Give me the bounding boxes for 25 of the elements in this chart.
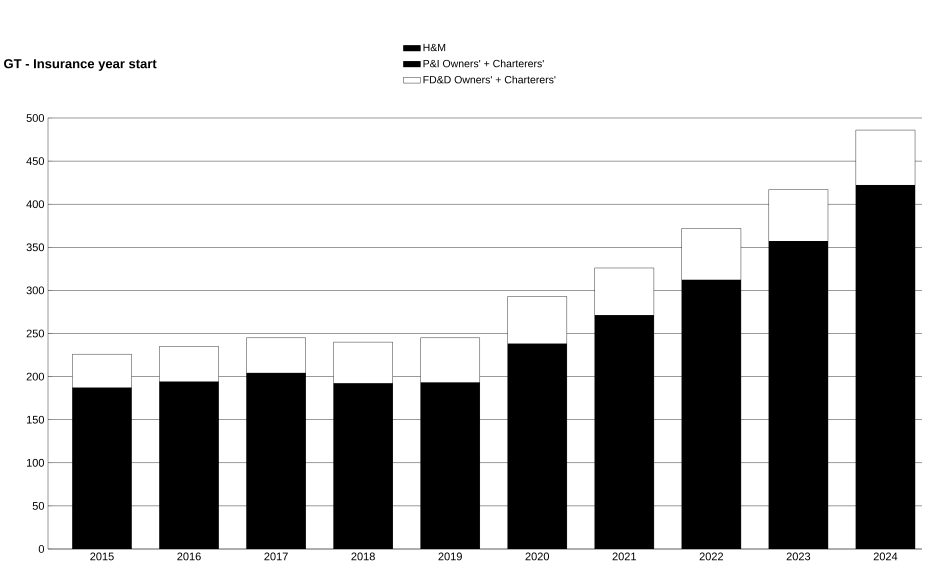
chart-title: GT - Insurance year start xyxy=(4,59,157,71)
x-tick-label: 2023 xyxy=(786,552,810,560)
y-tick-label: 350 xyxy=(26,243,44,252)
legend-label: H&M xyxy=(424,44,446,52)
x-tick-label: 2015 xyxy=(90,552,114,560)
x-tick-label: 2022 xyxy=(700,552,724,560)
x-tick-label: 2019 xyxy=(438,552,462,560)
y-tick-label: 450 xyxy=(26,157,44,165)
x-tick-label: 2020 xyxy=(526,552,550,560)
y-tick-label: 250 xyxy=(26,330,44,338)
x-tick-label: 2018 xyxy=(351,552,375,560)
y-tick-label: 150 xyxy=(26,416,44,424)
x-tick-label: 2016 xyxy=(177,552,201,560)
y-tick-label: 100 xyxy=(26,458,44,467)
y-tick-label: 400 xyxy=(26,200,44,208)
y-tick-label: 50 xyxy=(32,502,44,510)
y-tick-label: 300 xyxy=(26,286,44,294)
legend-label: FD&D Owners' + Charterers' xyxy=(424,76,556,84)
y-tick-label: 200 xyxy=(26,372,44,380)
y-tick-label: 500 xyxy=(26,114,44,122)
legend-label: P&I Owners' + Charterers' xyxy=(424,60,544,68)
x-tick-label: 2017 xyxy=(264,552,288,560)
y-tick-label: 0 xyxy=(38,545,44,553)
x-tick-label: 2021 xyxy=(612,552,636,560)
x-tick-label: 2024 xyxy=(874,552,898,560)
